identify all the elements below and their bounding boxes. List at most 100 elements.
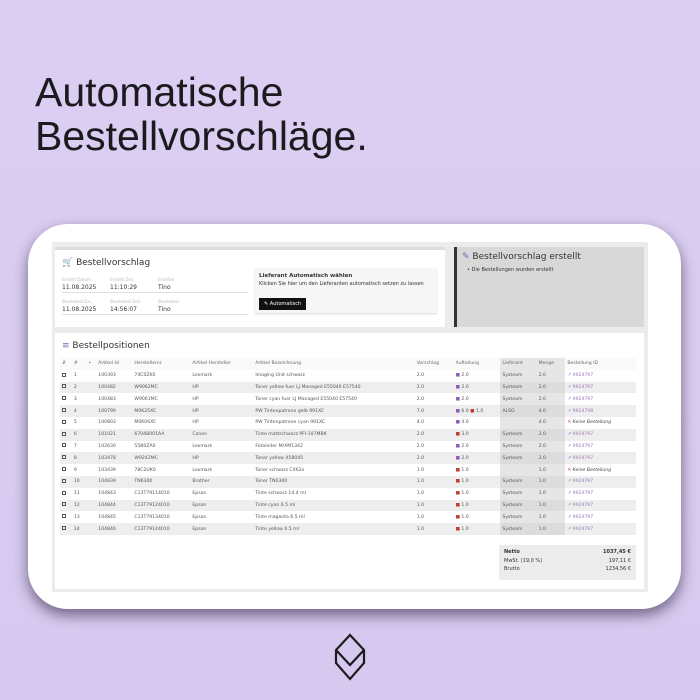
order-link[interactable]: ↗ 9924797 xyxy=(567,455,594,461)
row-checkbox[interactable] xyxy=(62,478,66,483)
supplier[interactable]: Systeam xyxy=(500,523,537,535)
table-row[interactable]: 1 100393 74C0ZK0 Lexmark Imaging Unit sc… xyxy=(60,369,636,382)
table-row[interactable]: 7 102630 55B0ZA0 Lexmark Fotoleiter M/XM… xyxy=(60,440,636,453)
order-link[interactable]: ↗ 9924797 xyxy=(567,491,594,497)
quantity[interactable]: 4.0 xyxy=(536,405,566,417)
field-4[interactable]: Bearbeitet Zeit 14:56:07 xyxy=(110,299,160,315)
order-id: ↗ 9924797 xyxy=(565,523,636,535)
quantity[interactable]: 2.0 xyxy=(536,369,566,382)
manufacturer-number: TN6300 xyxy=(132,475,191,488)
manufacturer-number: 55B0ZA0 xyxy=(134,443,156,449)
row-checkbox[interactable] xyxy=(62,372,66,377)
quantity[interactable]: 1.0 xyxy=(536,464,566,476)
order-link[interactable]: ↗ 9924797 xyxy=(567,373,594,379)
column-header[interactable]: Lieferant xyxy=(500,358,537,370)
field-1[interactable]: Erstellt Zeit 11:10:29 xyxy=(110,277,160,293)
quantity[interactable]: 2.0 xyxy=(536,393,566,406)
column-header[interactable]: Artikel Bezeichnung xyxy=(253,358,415,370)
supplier[interactable] xyxy=(500,464,537,476)
external-link-icon: ↗ xyxy=(567,491,572,497)
order-link[interactable]: ↗ 9924797 xyxy=(567,479,594,485)
row-checkbox[interactable] xyxy=(62,467,66,472)
table-row[interactable]: 8 103478 W9242MC HP Toner yellow X58045 … xyxy=(60,452,636,465)
quantity[interactable]: 1.0 xyxy=(536,475,566,488)
column-header[interactable]: Bestellung ID xyxy=(565,358,636,370)
supplier[interactable]: Systeam xyxy=(500,511,537,524)
manufacturer: Brother xyxy=(190,475,254,488)
quantity[interactable]: 1.0 xyxy=(536,499,566,512)
table-row[interactable]: 5 100803 M0K06XC HP PW Tintenpatrone cya… xyxy=(60,416,636,429)
table-row[interactable]: 2 100482 W9062MC HP Toner yellow fuer LJ… xyxy=(60,381,636,394)
supplier[interactable]: Systeam xyxy=(500,440,537,453)
quantity[interactable]: 1.0 xyxy=(536,523,566,535)
row-checkbox[interactable] xyxy=(62,408,66,413)
supplier[interactable]: Systeam xyxy=(500,487,537,500)
table-row[interactable]: 11 104843 C13T79114010 Epson Tinte schwa… xyxy=(60,487,636,500)
field-2[interactable]: Ersteller Tino xyxy=(158,277,248,293)
table-row[interactable]: 13 104845 C13T79134010 Epson Tinte magen… xyxy=(60,511,636,524)
field-3[interactable]: Bearbeitet Da... 11.08.2025 xyxy=(62,299,112,315)
row-checkbox[interactable] xyxy=(62,502,66,507)
split: ■ 2.0 xyxy=(454,393,501,405)
order-link[interactable]: ↗ 9924797 xyxy=(567,502,594,508)
supplier[interactable]: Systeam xyxy=(500,499,537,512)
quantity[interactable]: 4.0 xyxy=(536,416,566,429)
table-row[interactable]: 12 104844 C13T79124010 Epson Tinte cyan … xyxy=(60,499,636,512)
supplier[interactable]: Systeam xyxy=(500,475,537,488)
manufacturer-number: C13T79144010 xyxy=(132,523,191,535)
supplier[interactable]: Systeam xyxy=(500,381,537,394)
order-link[interactable]: ↗ 9924797 xyxy=(567,443,594,449)
order-link[interactable]: ↗ 9924798 xyxy=(567,408,594,414)
quantity[interactable]: 2.0 xyxy=(536,440,566,453)
column-header[interactable]: Artikel Hersteller xyxy=(190,358,254,370)
order-link[interactable]: ↗ 9924797 xyxy=(567,384,594,390)
row-checkbox[interactable] xyxy=(62,455,66,460)
supplier[interactable]: Systeam xyxy=(500,428,537,441)
column-header[interactable]: Aufteilung xyxy=(453,358,501,370)
order-link[interactable]: ↗ 9924797 xyxy=(567,396,594,402)
supplier[interactable]: Systeam xyxy=(500,369,537,382)
row-checkbox[interactable] xyxy=(62,396,66,401)
table-row[interactable]: 4 100799 M0K25XC HP PW Tintenpatrone gel… xyxy=(60,405,636,417)
column-header[interactable]: # xyxy=(71,358,87,370)
row-checkbox[interactable] xyxy=(62,384,66,389)
row-checkbox[interactable] xyxy=(62,419,66,424)
column-header[interactable]: Menge xyxy=(536,358,566,370)
order-link[interactable]: ↗ 9924797 xyxy=(567,432,594,438)
quantity[interactable]: 2.0 xyxy=(536,381,566,394)
table-row[interactable]: 6 101021 6704B001AA Canon Tinte mattschw… xyxy=(60,428,636,441)
manufacturer-number: C13T79134010 xyxy=(134,514,170,520)
manufacturer: HP xyxy=(190,405,254,417)
select-all-header[interactable]: ⇵ xyxy=(60,358,72,370)
row-checkbox[interactable] xyxy=(62,526,66,531)
quantity[interactable]: 1.0 xyxy=(536,511,566,524)
table-row[interactable]: 14 104846 C13T79144010 Epson Tinte yello… xyxy=(60,523,636,535)
supplier[interactable]: Systeam xyxy=(500,452,537,465)
order-link[interactable]: ↗ 9924797 xyxy=(567,526,594,532)
supplier[interactable]: Systeam xyxy=(500,393,537,406)
row-checkbox[interactable] xyxy=(62,443,66,448)
table-row[interactable]: 10 104839 TN6300 Brother Toner TN6300 1.… xyxy=(60,475,636,488)
quantity[interactable]: 1.0 xyxy=(536,487,566,500)
row-checkbox[interactable] xyxy=(62,431,66,436)
order-link[interactable]: ↗ 9924797 xyxy=(567,514,594,520)
row-checkbox[interactable] xyxy=(62,514,66,519)
row-number: 10 xyxy=(71,475,87,488)
row-checkbox[interactable] xyxy=(62,490,66,495)
column-header[interactable]: Vorschlag xyxy=(414,358,454,370)
column-header[interactable]: Artikel Id xyxy=(96,358,133,370)
field-0[interactable]: Erstellt Datum 11.08.2025 xyxy=(62,277,112,293)
headline: Automatische Bestellvorschläge. xyxy=(35,70,368,158)
automatic-button[interactable]: ✎ Automatisch xyxy=(259,298,307,310)
supplier[interactable] xyxy=(500,416,537,429)
field-5[interactable]: Bearbeiter Tino xyxy=(158,299,248,315)
column-header[interactable]: Herstellernr. xyxy=(132,358,191,370)
external-link-icon: ↗ xyxy=(567,396,572,402)
quantity[interactable]: 2.0 xyxy=(536,428,566,441)
table-row[interactable]: 3 100483 W9061MC HP Toner cyan fuer LJ M… xyxy=(60,393,636,406)
field-value: 14:56:07 xyxy=(110,306,137,313)
table-row[interactable]: 9 103439 78C2UK0 Lexmark Toner schwarz C… xyxy=(60,464,636,476)
quantity[interactable]: 2.0 xyxy=(536,452,566,465)
manufacturer: Epson xyxy=(192,514,207,520)
supplier[interactable]: ALSO xyxy=(500,405,537,417)
